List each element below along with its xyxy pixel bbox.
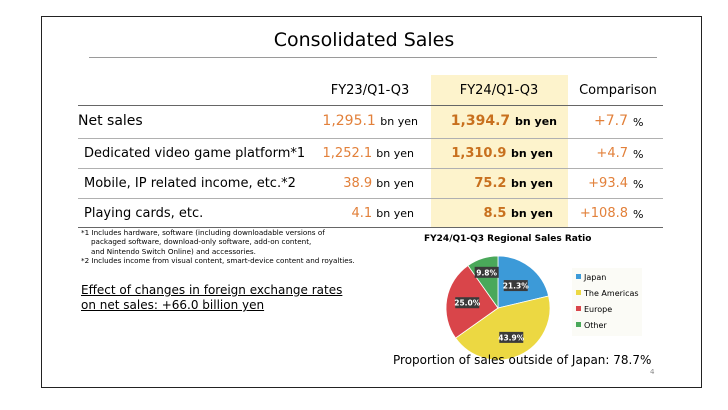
net-sales-comparison: +7.7 (594, 113, 628, 129)
row-label-mobile-ip: Mobile, IP related income, etc.*2 (84, 176, 296, 191)
playing-cards-fy23: 4.1 bn yen (351, 206, 414, 221)
page-number: 4 (650, 368, 655, 376)
proportion-outside-japan: Proportion of sales outside of Japan: 78… (393, 353, 652, 367)
pie-label-the-americas: 43.9% (498, 331, 525, 343)
fx-effect-line1: Effect of changes in foreign exchange ra… (81, 283, 343, 297)
mobile-ip-comparison: +93.4 (588, 176, 628, 191)
svg-text:21.3%: 21.3% (503, 282, 530, 291)
playing-cards-percent: % (633, 208, 644, 221)
legend-item-americas: The Americas (576, 289, 639, 298)
header-comparison: Comparison (579, 83, 657, 98)
svg-text:9.8%: 9.8% (476, 268, 497, 277)
footnote-1: *1 Includes hardware, software (includin… (81, 228, 325, 237)
title-divider (89, 57, 657, 58)
svg-text:43.9%: 43.9% (498, 333, 525, 342)
header-fy23: FY23/Q1-Q3 (330, 83, 410, 98)
table-bottom-divider (78, 227, 663, 228)
legend-item-other: Other (576, 321, 607, 330)
net-sales-fy24: 1,394.7 bn yen (450, 113, 557, 129)
legend-item-europe: Europe (576, 305, 612, 314)
mobile-ip-fy23: 38.9 bn yen (343, 176, 414, 191)
net-sales-fy23: 1,295.1 bn yen (322, 113, 418, 129)
dedicated-platform-fy24: 1,310.9 bn yen (451, 146, 553, 161)
header-divider (78, 105, 663, 106)
slide-frame (41, 16, 702, 388)
footnote-1-cont-a: packaged software, download-only softwar… (91, 237, 312, 247)
playing-cards-comparison: +108.8 (579, 206, 628, 221)
dedicated-platform-percent: % (633, 148, 644, 161)
dedicated-platform-fy23: 1,252.1 bn yen (322, 146, 414, 161)
row-label-playing-cards: Playing cards, etc. (84, 206, 204, 221)
playing-cards-fy24: 8.5 bn yen (483, 206, 553, 221)
mobile-ip-fy24: 75.2 bn yen (474, 176, 553, 191)
net-sales-percent: % (633, 116, 644, 129)
row-divider (78, 198, 663, 199)
fy24-highlight-column (431, 75, 568, 227)
slide-title: Consolidated Sales (273, 29, 455, 51)
footnote-1-cont-b: and Nintendo Switch Online) and accessor… (91, 246, 256, 256)
footnote-2: *2 Includes income from visual content, … (81, 256, 355, 266)
row-divider (78, 168, 663, 169)
pie-legend: Japan The Americas Europe Other (572, 268, 642, 336)
legend-swatch-americas (576, 290, 581, 295)
row-label-net-sales: Net sales (78, 113, 143, 129)
legend-item-japan: Japan (576, 273, 606, 282)
pie-slice-the-americas (454, 295, 551, 361)
dedicated-platform-comparison: +4.7 (596, 146, 628, 161)
pie-label-other: 9.8% (474, 266, 499, 278)
svg-text:25.0%: 25.0% (454, 299, 481, 308)
pie-label-europe: 25.0% (454, 297, 481, 309)
legend-swatch-europe (576, 306, 581, 311)
footnotes: *1 Includes hardware, software (includin… (81, 228, 401, 266)
fx-effect-note: Effect of changes in foreign exchange ra… (81, 283, 342, 313)
pie-chart-title: FY24/Q1-Q3 Regional Sales Ratio (424, 234, 592, 244)
pie-label-japan: 21.3% (503, 280, 530, 292)
legend-swatch-japan (576, 274, 581, 279)
regional-sales-pie-chart: 21.3% 43.9% 25.0% 9.8% (445, 255, 551, 361)
row-divider (78, 138, 663, 139)
row-label-dedicated-platform: Dedicated video game platform*1 (84, 146, 306, 161)
fx-effect-line2: on net sales: +66.0 billion yen (81, 298, 265, 312)
legend-swatch-other (576, 322, 581, 327)
mobile-ip-percent: % (633, 178, 644, 191)
header-fy24: FY24/Q1-Q3 (459, 83, 539, 98)
